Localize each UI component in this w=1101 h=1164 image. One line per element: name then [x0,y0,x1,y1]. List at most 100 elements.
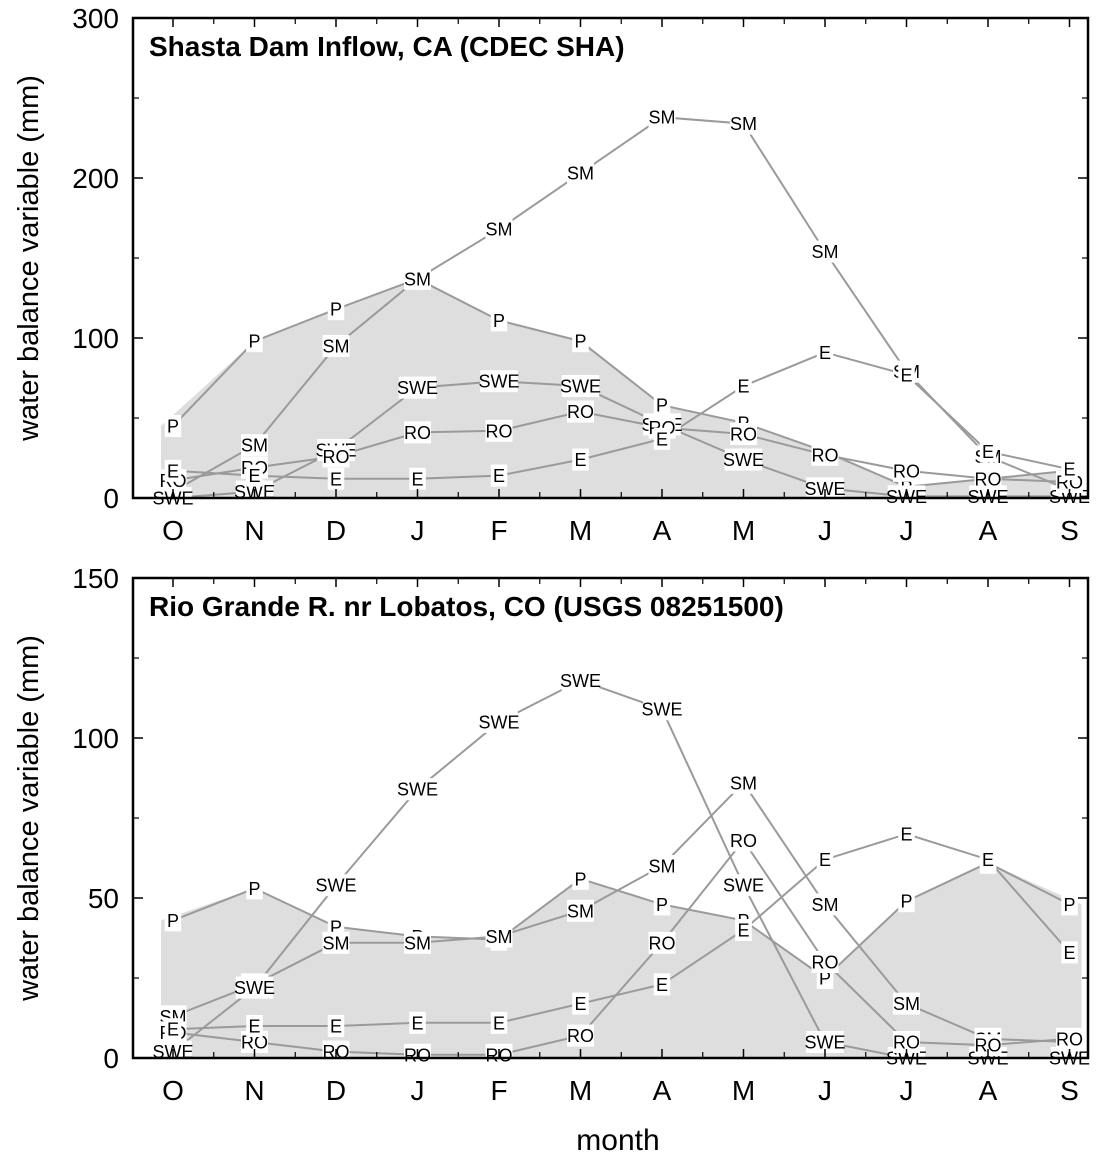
point-label-p: P [246,330,263,353]
point-label-box [1056,1027,1083,1050]
point-label-text: SM [404,933,431,953]
series-line-ro [172,838,1070,1056]
point-label-p: P [898,890,915,913]
point-label-text: E [819,850,831,870]
point-label-text: SM [486,220,513,240]
point-label-text: SM [404,269,431,289]
y-axis-label: water balance variable (mm) [13,635,45,1002]
point-label-box [974,467,1002,490]
point-label-box [898,890,915,913]
point-label-box [404,931,431,954]
x-tick-label: A [653,515,672,546]
point-label-text: E [493,1013,505,1033]
point-label-box [730,423,757,445]
point-label-text: RO [404,423,431,443]
point-label-ro: RO [485,419,513,442]
point-label-ro: RO [974,467,1002,490]
x-tick-label: O [162,515,184,546]
point-label-e: E [572,448,589,471]
point-label-box [567,1024,594,1047]
point-label-text: P [493,311,505,331]
point-label-text: RO [567,402,594,422]
point-label-box [648,855,676,877]
point-label-e: E [816,341,834,364]
point-label-box [409,467,426,490]
point-label-box [974,1034,1002,1057]
point-label-box [735,375,752,397]
x-tick-label: D [326,1075,346,1106]
point-label-e: E [1061,458,1078,481]
point-label-box [164,415,182,437]
point-label-text: SM [323,933,350,953]
point-label-text: SWE [804,1033,845,1053]
point-label-swe: SWE [804,477,846,500]
chart-title: Rio Grande R. nr Lobatos, CO (USGS 08251… [149,591,784,622]
point-label-e: E [572,992,589,1015]
series-line-sm [172,116,1070,493]
point-label-p: P [164,909,182,932]
point-label-text: P [167,911,179,931]
point-label-text: P [574,332,586,352]
point-label-text: SM [812,895,839,915]
point-label-text: E [900,365,912,385]
point-label-sm: SM [322,335,350,357]
x-tick-label: M [569,515,592,546]
point-label-box [1061,941,1078,964]
point-label-text: E [574,994,586,1014]
point-label-e: E [490,464,508,487]
point-label-text: RO [812,445,839,465]
y-tick-label: 100 [72,723,119,754]
point-label-box [979,848,997,871]
point-label-box [806,1031,844,1053]
point-label-ro: RO [567,400,594,423]
y-tick-label: 200 [72,163,119,194]
x-tick-label: J [900,1075,914,1106]
point-label-box [1061,893,1078,916]
x-tick-label: S [1060,515,1079,546]
y-tick-label: 50 [88,883,119,914]
point-label-text: SWE [397,780,438,800]
point-label-text: SWE [804,479,845,499]
point-label-text: P [656,895,668,915]
point-label-swe: SWE [560,669,601,692]
point-label-p: P [164,415,182,437]
point-label-e: E [1061,941,1078,964]
point-label-text: P [167,417,179,437]
point-label-text: E [330,469,342,489]
point-label-swe: SWE [397,778,438,801]
point-label-box [327,1015,345,1037]
point-label-sm: SM [730,112,757,135]
point-label-text: SWE [478,713,519,733]
x-tick-label: A [979,515,998,546]
point-label-box [572,992,589,1015]
point-label-text: SWE [560,671,601,691]
point-label-box [246,1015,263,1037]
point-label-text: SM [730,114,757,134]
point-label-e: E [327,467,345,490]
point-label-box [246,330,263,353]
point-label-text: P [900,892,912,912]
point-label-sm: SM [567,899,594,922]
point-label-text: RO [975,1036,1002,1056]
x-axis-label: month [576,1124,659,1157]
point-label-box [164,909,182,932]
point-label-box [322,335,350,357]
point-label-box [893,459,920,482]
point-label-box [572,448,589,471]
point-label-box [572,867,589,890]
point-label-box [567,400,594,423]
point-label-box [317,874,355,897]
point-label-box [480,370,518,393]
point-label-sm: SM [485,218,513,241]
point-label-swe: SWE [397,376,438,399]
y-tick-label: 150 [72,563,119,594]
point-label-text: SM [649,857,676,877]
point-label-text: E [248,466,260,486]
series-line-sm [172,781,1070,1043]
point-label-box [485,218,513,241]
x-tick-label: N [244,1075,264,1106]
point-label-text: SWE [478,372,519,392]
point-label-p: P [653,893,671,916]
point-label-text: E [900,825,912,845]
point-label-text: SM [241,436,268,456]
